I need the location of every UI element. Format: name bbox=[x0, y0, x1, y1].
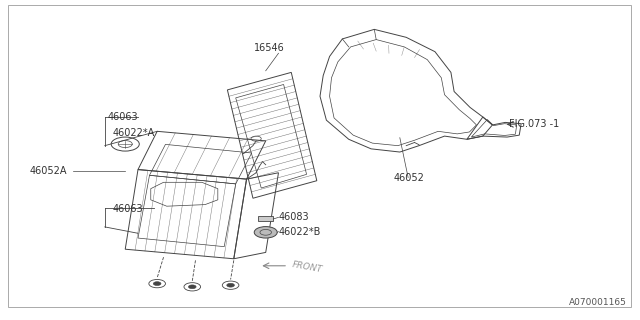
Circle shape bbox=[254, 227, 277, 238]
Text: FRONT: FRONT bbox=[291, 260, 323, 274]
Text: A070001165: A070001165 bbox=[569, 298, 627, 307]
Text: FIG.073 -1: FIG.073 -1 bbox=[509, 119, 559, 129]
Bar bbox=[258, 216, 273, 221]
Text: 46052: 46052 bbox=[394, 172, 424, 182]
Text: 16546: 16546 bbox=[254, 43, 285, 53]
Text: 46083: 46083 bbox=[278, 212, 309, 222]
Text: 46063: 46063 bbox=[113, 204, 143, 214]
Circle shape bbox=[188, 285, 196, 289]
Circle shape bbox=[227, 283, 234, 287]
Text: 46022*B: 46022*B bbox=[278, 227, 321, 237]
Text: 46063: 46063 bbox=[108, 112, 139, 122]
Text: 46022*A: 46022*A bbox=[113, 128, 155, 138]
Circle shape bbox=[154, 282, 161, 285]
Text: 46052A: 46052A bbox=[29, 166, 67, 176]
